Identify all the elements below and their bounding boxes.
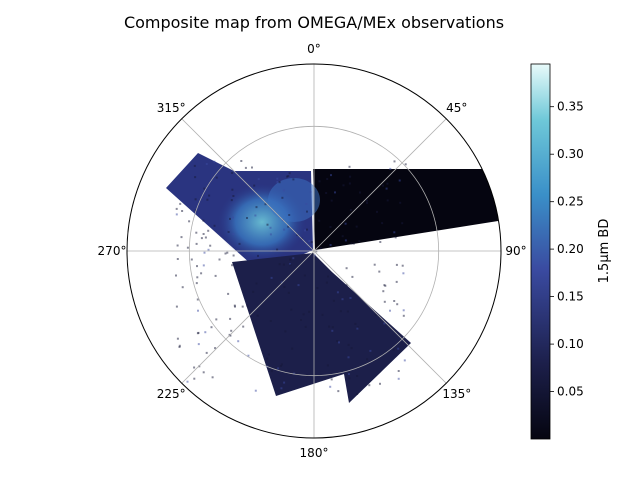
angular-tick-label: 0°: [307, 42, 321, 56]
colorbar-tick-label: 0.35: [557, 100, 584, 114]
angular-gridline: [181, 250, 315, 384]
colorbar-tick-label: 0.20: [557, 242, 584, 256]
angular-tick-label: 45°: [446, 101, 467, 115]
colorbar-tick-label: 0.15: [557, 290, 584, 304]
swath-east: [313, 169, 498, 250]
colorbar-label: 1.5µm BD: [597, 219, 612, 284]
colorbar-gradient: [530, 63, 551, 440]
colorbar-tick-label: 0.30: [557, 147, 584, 161]
polar-frame: [126, 63, 502, 439]
bright-region-2: [268, 178, 320, 222]
angular-gridline: [181, 118, 315, 252]
colorbar-tick-label: 0.10: [557, 337, 584, 351]
angular-gridline: [313, 118, 447, 252]
angular-gridline: [313, 250, 447, 384]
angular-tick-label: 180°: [300, 446, 329, 460]
angular-tick-labels: 0° 45° 90° 135° 180° 225° 270° 315°: [98, 42, 527, 460]
angular-tick-label: 135°: [442, 387, 471, 401]
colorbar: 0.05 0.10 0.15 0.20 0.25 0.30 0.35 1.5µm BD: [530, 63, 612, 440]
polar-grid: [127, 64, 501, 438]
colorbar-tick-label: 0.25: [557, 195, 584, 209]
swath-south: [232, 253, 411, 403]
angular-tick-label: 90°: [505, 244, 526, 258]
angular-tick-label: 315°: [157, 101, 186, 115]
angular-tick-label: 270°: [98, 244, 127, 258]
chart-title: Composite map from OMEGA/MEx observation…: [124, 13, 504, 32]
colorbar-tick-label: 0.05: [557, 385, 584, 399]
angular-tick-label: 225°: [157, 387, 186, 401]
